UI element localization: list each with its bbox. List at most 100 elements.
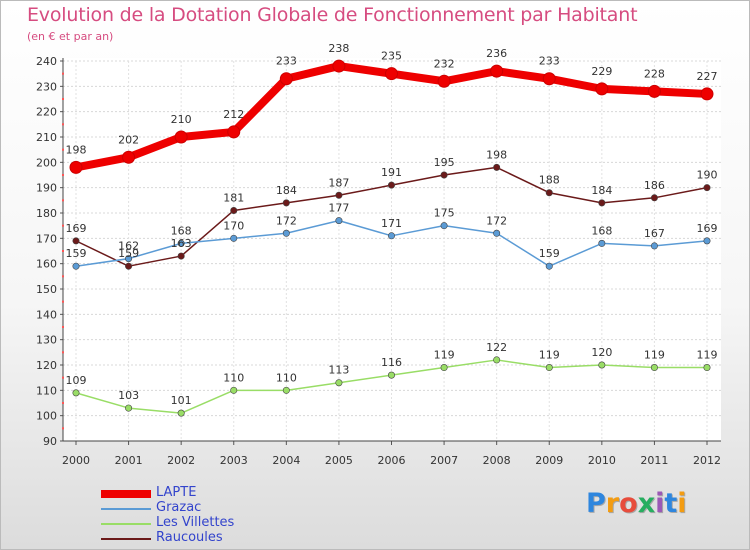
- data-label: 184: [276, 184, 297, 197]
- x-tick-label: 2007: [430, 454, 458, 467]
- data-label: 191: [381, 166, 402, 179]
- data-point: [279, 72, 293, 86]
- data-label: 188: [539, 174, 560, 187]
- data-label: 101: [171, 394, 192, 407]
- y-tick-label: 220: [36, 106, 57, 119]
- x-tick-label: 2011: [640, 454, 668, 467]
- y-tick-label: 120: [36, 359, 57, 372]
- data-point: [598, 239, 606, 247]
- data-point: [69, 160, 83, 174]
- y-tick-label: 160: [36, 258, 57, 271]
- logo-letter: o: [619, 488, 638, 519]
- y-tick-label: 210: [36, 131, 57, 144]
- data-point: [437, 74, 451, 88]
- data-point: [700, 87, 714, 101]
- data-point: [282, 386, 290, 394]
- data-point: [125, 404, 133, 412]
- data-label: 162: [118, 240, 139, 253]
- data-point: [177, 239, 185, 247]
- proxiti-logo: Proxiti: [586, 488, 687, 519]
- data-label: 195: [434, 156, 455, 169]
- data-label: 229: [591, 65, 612, 78]
- data-label: 119: [434, 349, 455, 362]
- data-label: 187: [328, 176, 349, 189]
- y-tick-label: 90: [43, 435, 57, 448]
- legend-item: Grazac: [101, 500, 301, 516]
- data-label: 235: [381, 50, 402, 63]
- data-label: 119: [644, 349, 665, 362]
- data-point: [650, 194, 658, 202]
- data-label: 238: [328, 42, 349, 55]
- data-label: 228: [644, 67, 665, 80]
- data-label: 103: [118, 389, 139, 402]
- y-tick-label: 110: [36, 384, 57, 397]
- legend-swatch: [101, 508, 151, 510]
- logo-letter: t: [664, 488, 678, 519]
- data-label: 232: [434, 57, 455, 70]
- y-tick-label: 150: [36, 283, 57, 296]
- legend-swatch: [101, 490, 151, 498]
- legend-item: LAPTE: [101, 485, 301, 501]
- data-point: [440, 364, 448, 372]
- data-label: 159: [539, 247, 560, 260]
- data-point: [493, 229, 501, 237]
- legend-swatch: [101, 538, 151, 540]
- logo-letter: i: [655, 488, 665, 519]
- data-point: [595, 82, 609, 96]
- data-point: [387, 181, 395, 189]
- data-point: [387, 232, 395, 240]
- series-lines: [69, 59, 714, 417]
- data-label: 119: [539, 349, 560, 362]
- y-tick-label: 140: [36, 308, 57, 321]
- data-label: 212: [223, 108, 244, 121]
- data-point: [282, 199, 290, 207]
- x-tick-label: 2012: [693, 454, 721, 467]
- data-point: [493, 163, 501, 171]
- data-label: 116: [381, 356, 402, 369]
- data-label: 168: [171, 224, 192, 237]
- data-point: [72, 389, 80, 397]
- data-point: [177, 252, 185, 260]
- data-label: 159: [118, 247, 139, 260]
- axes: 90 100 110 120 130 140 150 160 170 180 190 200 210 22…: [36, 55, 721, 467]
- logo-letter: x: [637, 488, 656, 519]
- logo-letter: i: [677, 488, 687, 519]
- data-point: [703, 184, 711, 192]
- y-tick-label: 180: [36, 207, 57, 220]
- data-label: 119: [697, 349, 718, 362]
- y-tick-label: 230: [36, 80, 57, 93]
- data-point: [545, 189, 553, 197]
- data-point: [335, 217, 343, 225]
- data-label: 110: [276, 371, 297, 384]
- legend-swatch: [101, 523, 151, 525]
- y-tick-label: 130: [36, 334, 57, 347]
- data-label: 236: [486, 47, 507, 60]
- data-point: [174, 130, 188, 144]
- data-label: 210: [171, 113, 192, 126]
- data-point: [227, 125, 241, 139]
- x-tick-label: 2003: [220, 454, 248, 467]
- data-point: [72, 237, 80, 245]
- data-label: 159: [66, 247, 87, 260]
- x-tick-label: 2005: [325, 454, 353, 467]
- data-point: [335, 379, 343, 387]
- data-label: 110: [223, 371, 244, 384]
- data-point: [493, 356, 501, 364]
- data-label: 227: [697, 70, 718, 83]
- data-label: 168: [591, 224, 612, 237]
- data-point: [230, 386, 238, 394]
- data-point: [385, 67, 398, 81]
- data-point: [387, 371, 395, 379]
- y-tick-label: 190: [36, 182, 57, 195]
- data-label: 190: [697, 169, 718, 182]
- data-label: 233: [276, 55, 297, 68]
- data-label: 172: [486, 214, 507, 227]
- data-point: [650, 364, 658, 372]
- legend-label: Les Villettes: [156, 515, 235, 530]
- data-point: [125, 262, 133, 270]
- legend: LAPTE Grazac Les Villettes Raucoules: [101, 485, 301, 546]
- data-point: [545, 262, 553, 270]
- data-point: [490, 64, 504, 78]
- data-label: 171: [381, 217, 402, 230]
- x-tick-label: 2006: [378, 454, 406, 467]
